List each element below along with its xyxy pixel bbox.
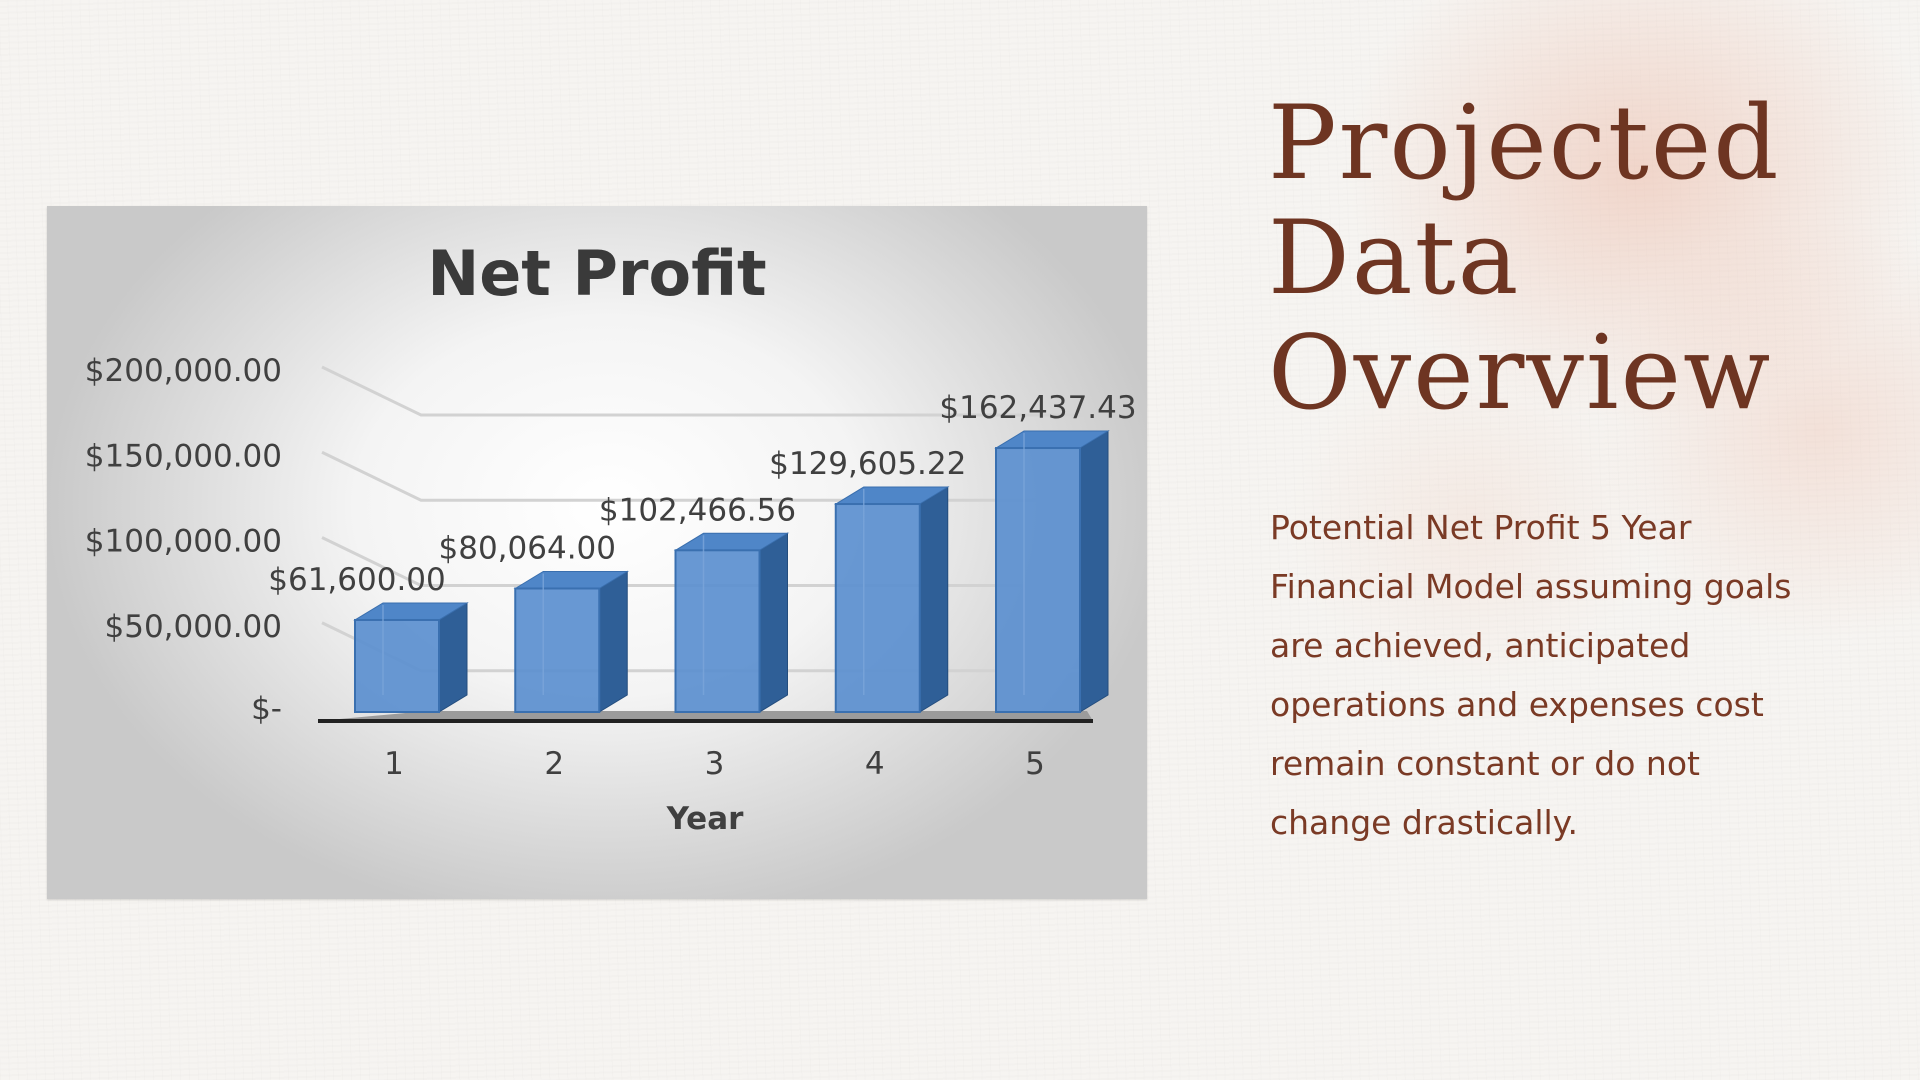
bar-side [1079, 430, 1109, 713]
bar [353, 602, 469, 713]
y-tick-label: $- [251, 691, 282, 727]
data-label: $129,605.22 [769, 446, 966, 482]
net-profit-chart: Net Profit $- $50,000.00 $100,000.00 $150,0… [85, 237, 1137, 837]
data-label: $80,064.00 [439, 530, 617, 566]
bar-side [598, 570, 628, 713]
bar [833, 486, 950, 713]
bar [673, 532, 790, 714]
bar-front [834, 503, 921, 713]
chart-floor [318, 711, 1093, 721]
bar [513, 570, 630, 713]
data-label: $61,600.00 [268, 562, 446, 598]
bar-front [354, 618, 440, 713]
chart-title: Net Profit [427, 237, 766, 310]
slide-title-line: Overview [1268, 314, 1773, 433]
x-tick-label: 4 [865, 746, 885, 782]
y-tick-label: $200,000.00 [85, 353, 282, 389]
bar-front [995, 447, 1081, 713]
chart-panel: Net Profit $- $50,000.00 $100,000.00 $150,0… [47, 206, 1147, 899]
bar [994, 430, 1110, 713]
x-tick-label: 5 [1025, 746, 1045, 782]
y-tick-label: $150,000.00 [85, 438, 282, 474]
slide-title-line: Data [1268, 199, 1521, 318]
bar-side [759, 532, 788, 713]
data-label: $102,466.56 [599, 492, 796, 528]
slide-title: Projected Data Overview [1268, 86, 1888, 431]
slide-description: Potential Net Profit 5 Year Financial Mo… [1270, 508, 1792, 842]
bar-front [674, 549, 761, 714]
x-tick-label: 1 [384, 746, 404, 782]
data-label: $162,437.43 [939, 390, 1136, 426]
bar-front [514, 587, 601, 713]
bar-side [919, 486, 949, 713]
x-tick-label: 2 [544, 746, 564, 782]
slide-title-line: Projected [1268, 84, 1781, 203]
bar-side [438, 602, 468, 713]
gridline [321, 365, 1087, 417]
x-tick-label: 3 [705, 746, 725, 782]
y-tick-label: $100,000.00 [85, 524, 282, 560]
y-tick-label: $50,000.00 [105, 609, 283, 645]
x-axis-label: Year [666, 801, 745, 837]
